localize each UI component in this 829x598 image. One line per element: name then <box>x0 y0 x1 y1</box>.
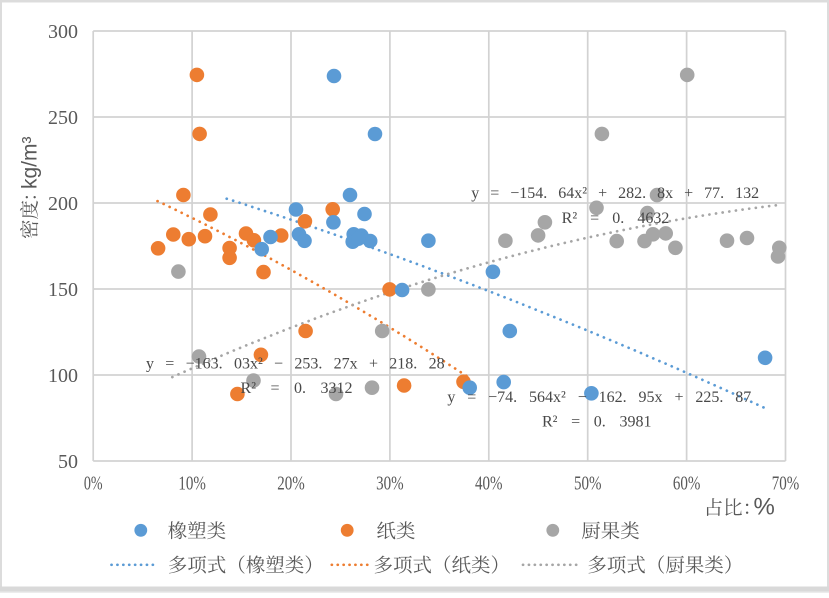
svg-text:200: 200 <box>48 193 78 215</box>
svg-text:y = −154. 64x² + 282. 8x + 77.: y = −154. 64x² + 282. 8x + 77. 132 <box>471 185 759 202</box>
svg-text:y = −74. 564x² − 162. 95x + 22: y = −74. 564x² − 162. 95x + 225. 87 <box>447 389 751 406</box>
svg-text:40%: 40% <box>475 473 503 495</box>
svg-text:0%: 0% <box>84 473 103 495</box>
svg-text:R² = 0. 3312: R² = 0. 3312 <box>241 380 353 397</box>
svg-text:100: 100 <box>48 365 78 387</box>
svg-text:R² = 0. 3981: R² = 0. 3981 <box>542 414 652 431</box>
svg-text:60%: 60% <box>673 473 701 495</box>
svg-text:R² = 0. 4632: R² = 0. 4632 <box>562 210 670 227</box>
svg-text:70%: 70% <box>772 473 800 495</box>
svg-text:50%: 50% <box>574 473 602 495</box>
svg-text:300: 300 <box>48 21 78 43</box>
svg-text:20%: 20% <box>277 473 305 495</box>
svg-text:30%: 30% <box>376 473 404 495</box>
svg-text:150: 150 <box>48 279 78 301</box>
svg-text:kg/m³: kg/m³ <box>19 136 42 189</box>
svg-text:%: % <box>754 494 775 521</box>
svg-text:50: 50 <box>58 451 78 473</box>
svg-text:y = −163. 03x² − 253. 27x + 21: y = −163. 03x² − 253. 27x + 218. 28 <box>146 356 445 373</box>
svg-text:250: 250 <box>48 107 78 129</box>
svg-text:10%: 10% <box>178 473 206 495</box>
